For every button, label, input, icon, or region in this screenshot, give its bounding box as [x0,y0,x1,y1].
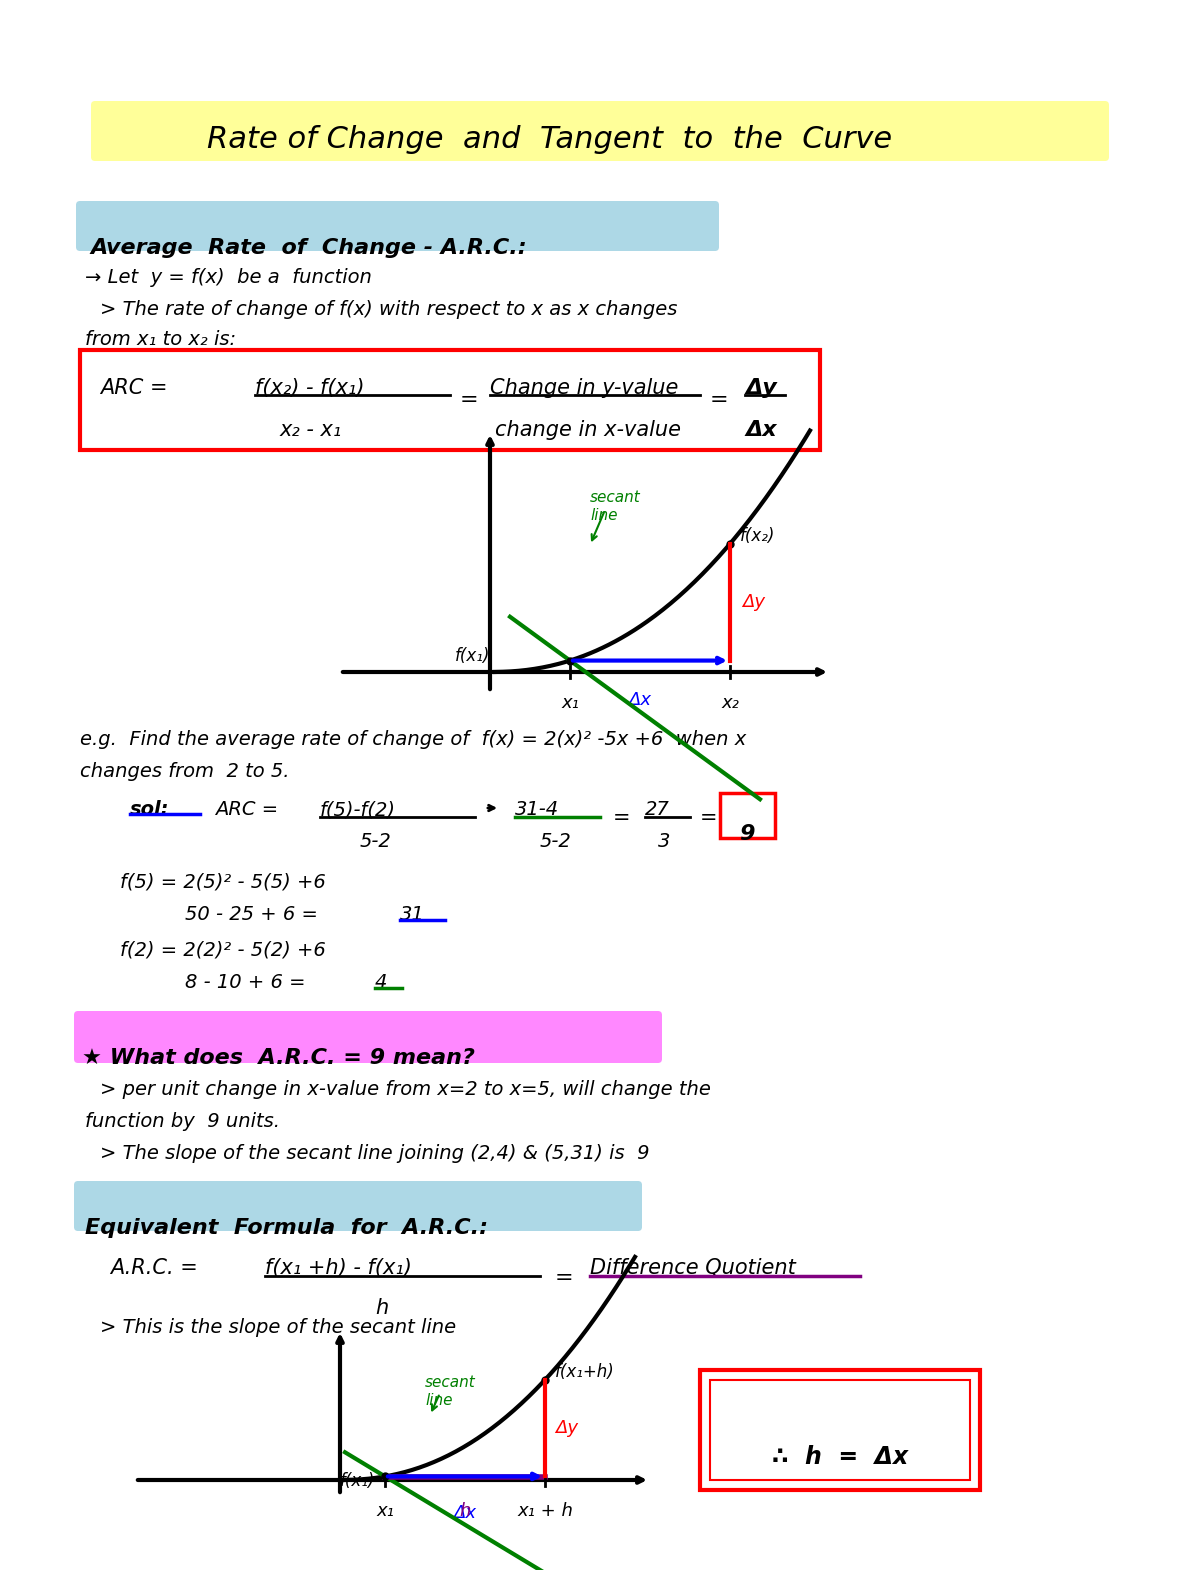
Text: A.R.C. =: A.R.C. = [110,1258,204,1278]
Text: Difference Quotient: Difference Quotient [590,1258,796,1278]
Text: line: line [590,509,618,523]
Text: 31-4: 31-4 [515,801,559,820]
FancyBboxPatch shape [700,1371,980,1490]
Text: =: = [554,1269,574,1287]
Text: Average  Rate  of  Change - A.R.C.:: Average Rate of Change - A.R.C.: [90,239,527,257]
Text: x₂: x₂ [721,694,739,713]
Text: f(5) = 2(5)² - 5(5) +6: f(5) = 2(5)² - 5(5) +6 [120,871,325,892]
Text: ★ What does  A.R.C. = 9 mean?: ★ What does A.R.C. = 9 mean? [82,1049,475,1068]
Text: Δy: Δy [742,593,766,611]
Text: Change in y-value: Change in y-value [490,378,678,399]
Text: function by  9 units.: function by 9 units. [85,1112,280,1130]
Text: h: h [374,1298,389,1317]
Text: x₁: x₁ [376,1502,394,1520]
Text: f(x₁ +h) - f(x₁): f(x₁ +h) - f(x₁) [265,1258,412,1278]
Text: =: = [710,389,728,410]
Text: Δx: Δx [629,691,652,708]
Text: e.g.  Find the average rate of change of  f(x) = 2(x)² -5x +6  when x: e.g. Find the average rate of change of … [80,730,746,749]
Text: change in x-value: change in x-value [496,421,682,440]
Text: =: = [613,809,630,827]
Text: f(5)-f(2): f(5)-f(2) [320,801,396,820]
Text: 5-2: 5-2 [540,832,571,851]
Text: secant: secant [425,1375,475,1389]
FancyBboxPatch shape [710,1380,970,1481]
FancyBboxPatch shape [80,350,820,451]
Text: Δx: Δx [745,421,776,440]
Text: x₁ + h: x₁ + h [517,1502,572,1520]
Text: Δy: Δy [554,1419,578,1437]
Text: 4: 4 [374,973,388,992]
Text: f(x₂): f(x₂) [740,528,775,545]
Text: 31: 31 [400,904,425,925]
FancyBboxPatch shape [91,100,1109,162]
Text: → Let  y = f(x)  be a  function: → Let y = f(x) be a function [85,268,372,287]
Text: Equivalent  Formula  for  A.R.C.:: Equivalent Formula for A.R.C.: [85,1218,488,1239]
Text: ∴  h  =  Δx: ∴ h = Δx [772,1444,908,1470]
Text: secant: secant [590,490,641,506]
Text: =: = [700,809,718,827]
Text: f(2) = 2(2)² - 5(2) +6: f(2) = 2(2)² - 5(2) +6 [120,940,325,959]
Text: 3: 3 [658,832,671,851]
Text: x₁: x₁ [562,694,578,713]
Text: f(x₂) - f(x₁): f(x₂) - f(x₁) [256,378,365,399]
Text: x₂ - x₁: x₂ - x₁ [280,421,342,440]
Text: ARC =: ARC = [100,378,168,399]
Text: changes from  2 to 5.: changes from 2 to 5. [80,761,289,780]
Text: Δx: Δx [454,1504,476,1523]
Text: ARC =: ARC = [215,801,278,820]
FancyBboxPatch shape [74,1181,642,1231]
Text: f(x₁): f(x₁) [455,647,490,664]
Text: sol:: sol: [130,801,169,820]
Text: line: line [425,1393,452,1408]
FancyBboxPatch shape [720,793,775,838]
FancyBboxPatch shape [76,201,719,251]
Text: f(x₁+h): f(x₁+h) [554,1363,614,1382]
Text: > This is the slope of the secant line: > This is the slope of the secant line [100,1317,456,1338]
Text: =: = [460,389,479,410]
Text: 50 - 25 + 6 =: 50 - 25 + 6 = [185,904,324,925]
Text: 27: 27 [646,801,670,820]
Text: h: h [460,1502,470,1520]
Text: 8 - 10 + 6 =: 8 - 10 + 6 = [185,973,312,992]
Text: > The rate of change of f(x) with respect to x as x changes: > The rate of change of f(x) with respec… [100,300,677,319]
Text: 5-2: 5-2 [360,832,391,851]
Text: Δy: Δy [745,378,776,399]
Text: from x₁ to x₂ is:: from x₁ to x₂ is: [85,330,236,349]
FancyBboxPatch shape [74,1011,662,1063]
Text: > per unit change in x-value from x=2 to x=5, will change the: > per unit change in x-value from x=2 to… [100,1080,710,1099]
Text: > The slope of the secant line joining (2,4) & (5,31) is  9: > The slope of the secant line joining (… [100,1145,649,1163]
Text: 9: 9 [739,824,755,845]
Text: f(x₁): f(x₁) [340,1473,374,1490]
Text: Rate of Change  and  Tangent  to  the  Curve: Rate of Change and Tangent to the Curve [208,126,893,154]
